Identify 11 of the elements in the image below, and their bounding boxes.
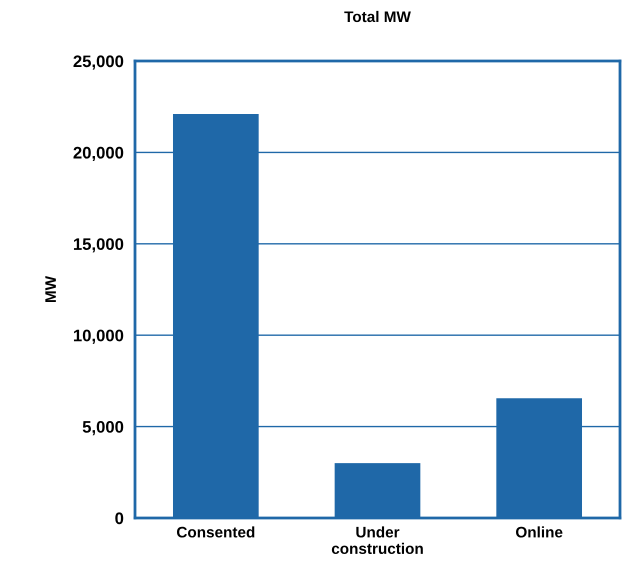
x-tick-label: Consented (176, 526, 254, 538)
y-axis-title: MW (45, 276, 56, 302)
x-tick-label: Online (516, 526, 562, 538)
y-tick-label: 5,000 (82, 421, 124, 436)
y-tick-label: 15,000 (74, 238, 124, 252)
chart-title: Total MW (344, 10, 411, 22)
y-tick-label: 25,000 (73, 55, 124, 70)
y-tick-label: 0 (115, 512, 124, 524)
x-tick-label: Under construction (332, 526, 423, 554)
y-tick-label: 10,000 (74, 330, 124, 344)
y-tick-label: 20,000 (73, 146, 124, 162)
